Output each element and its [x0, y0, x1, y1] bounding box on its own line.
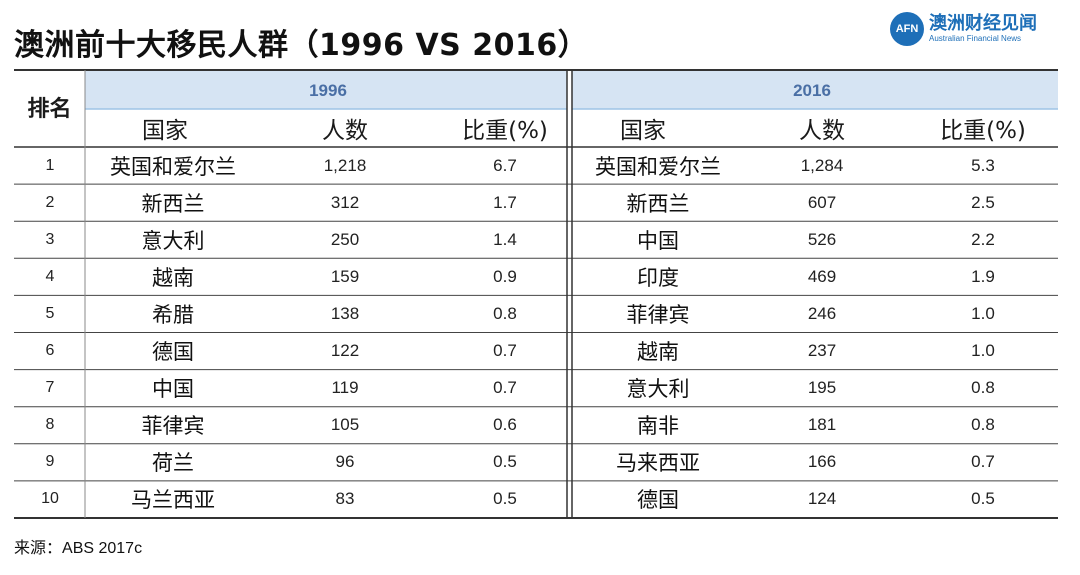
count-cell: 312: [330, 192, 360, 212]
country-cell: 菲律宾: [626, 302, 690, 327]
country-cell: 越南: [152, 265, 194, 290]
country-cell: 荷兰: [152, 451, 194, 476]
country-cell: 意大利: [141, 228, 205, 253]
count-cell: 526: [807, 229, 837, 249]
country-cell: 德国: [152, 340, 194, 365]
share-cell: 0.7: [971, 452, 995, 472]
source-text: ABS 2017c: [62, 540, 143, 557]
rank-cell: 8: [45, 416, 55, 434]
rank-cell: 4: [45, 267, 55, 285]
country-cell: 英国和爱尔兰: [110, 154, 236, 179]
afn-logo-icon: AFN: [890, 12, 924, 46]
count-cell: 237: [807, 341, 837, 361]
column-header: 人数: [799, 118, 845, 144]
column-header: 比重(%): [940, 118, 1026, 144]
share-cell: 1.0: [971, 303, 995, 323]
share-cell: 1.7: [493, 192, 517, 212]
share-cell: 0.8: [971, 378, 995, 398]
rank-header: 排名: [27, 96, 72, 122]
count-cell: 119: [331, 378, 359, 398]
count-cell: 124: [807, 489, 837, 509]
source-note: 来源：ABS 2017c: [14, 534, 142, 558]
count-cell: 246: [807, 303, 837, 323]
page-title: 澳洲前十大移民人群（1996 VS 2016）: [14, 28, 589, 63]
country-cell: 英国和爱尔兰: [595, 154, 721, 179]
logo-name-cn: 澳洲财经见闻: [929, 13, 1037, 34]
column-header: 人数: [322, 118, 368, 144]
count-cell: 181: [807, 415, 837, 435]
share-cell: 0.5: [971, 489, 995, 509]
share-cell: 0.5: [493, 489, 517, 509]
year-header-2016: 2016: [793, 80, 831, 100]
country-cell: 南非: [637, 414, 679, 439]
count-cell: 166: [807, 452, 837, 472]
count-cell: 122: [330, 341, 360, 361]
count-cell: 83: [335, 489, 355, 509]
count-cell: 138: [330, 303, 360, 323]
source-label: 来源：: [14, 538, 63, 557]
share-cell: 2.2: [971, 229, 995, 249]
rank-cell: 6: [45, 342, 55, 360]
count-cell: 96: [335, 452, 355, 472]
country-cell: 菲律宾: [141, 414, 205, 439]
country-cell: 印度: [637, 265, 679, 290]
country-cell: 马来西亚: [616, 451, 700, 476]
year-band-1996: [85, 70, 567, 109]
column-header: 国家: [142, 118, 188, 144]
share-cell: 5.3: [971, 155, 995, 175]
count-cell: 607: [807, 192, 837, 212]
country-cell: 德国: [637, 488, 679, 513]
share-cell: 0.7: [493, 378, 517, 398]
year-band-2016: [572, 70, 1058, 109]
count-cell: 1,284: [800, 155, 844, 175]
share-cell: 0.9: [493, 266, 517, 286]
logo-name-en: Australian Financial News: [929, 34, 1022, 43]
country-cell: 中国: [152, 377, 194, 402]
rank-cell: 2: [45, 193, 55, 211]
share-cell: 1.9: [971, 266, 995, 286]
brand-logo: AFN 澳洲财经见闻 Australian Financial News: [890, 12, 1037, 46]
country-cell: 意大利: [626, 377, 690, 402]
share-cell: 0.5: [493, 452, 517, 472]
country-cell: 越南: [637, 340, 679, 365]
rank-cell: 3: [45, 230, 55, 248]
country-cell: 中国: [637, 228, 679, 253]
country-cell: 希腊: [152, 302, 194, 327]
count-cell: 469: [807, 266, 837, 286]
country-cell: 马兰西亚: [131, 488, 215, 513]
count-cell: 250: [330, 229, 360, 249]
column-header: 国家: [620, 118, 666, 144]
column-header: 比重(%): [462, 118, 548, 144]
share-cell: 1.4: [493, 229, 517, 249]
rank-cell: 9: [45, 453, 55, 471]
count-cell: 105: [330, 415, 360, 435]
rank-cell: 10: [41, 490, 59, 508]
share-cell: 0.8: [971, 415, 995, 435]
rank-cell: 1: [45, 156, 55, 174]
rank-cell: 7: [45, 379, 55, 397]
share-cell: 6.7: [493, 155, 517, 175]
share-cell: 0.6: [493, 415, 517, 435]
count-cell: 159: [330, 266, 360, 286]
country-cell: 新西兰: [141, 191, 205, 216]
count-cell: 1,218: [323, 155, 367, 175]
count-cell: 195: [807, 378, 837, 398]
share-cell: 2.5: [971, 192, 995, 212]
year-header-1996: 1996: [309, 80, 347, 100]
country-cell: 新西兰: [626, 191, 690, 216]
share-cell: 0.7: [493, 341, 517, 361]
share-cell: 1.0: [971, 341, 995, 361]
share-cell: 0.8: [493, 303, 517, 323]
rank-cell: 5: [45, 304, 55, 322]
